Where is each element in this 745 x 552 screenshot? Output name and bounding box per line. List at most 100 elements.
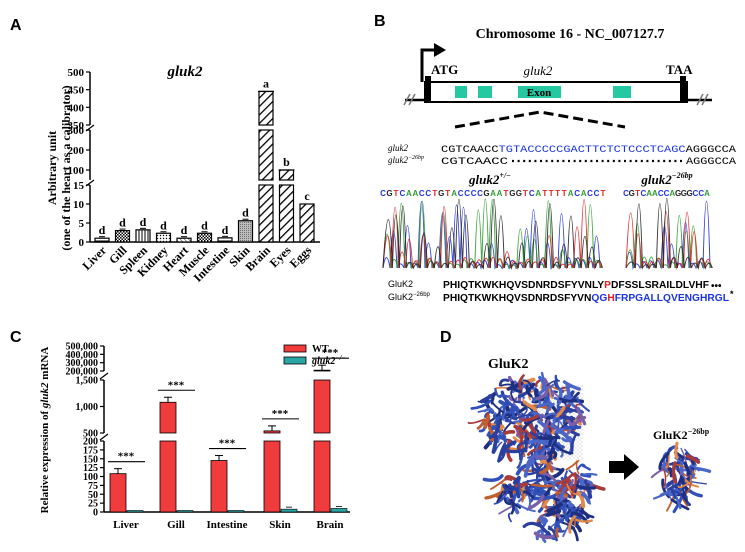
base-call: A	[652, 189, 658, 198]
base-call: C	[529, 189, 535, 198]
ribbon-segment	[494, 387, 501, 398]
ribbon-segment	[483, 414, 491, 429]
ribbon-segment	[670, 498, 690, 511]
ribbon-segment	[671, 461, 677, 484]
ribbon-segment	[665, 482, 672, 499]
ribbon-segment	[499, 440, 517, 456]
seq-mut-prefix: CGTCAACC	[441, 156, 508, 168]
ribbon-segment	[521, 405, 528, 416]
base-call: T	[445, 189, 450, 198]
legend-label-wt: WT	[312, 344, 329, 355]
ribbon-segment	[681, 482, 687, 497]
prot-mut-label: GluK2−26bp	[388, 292, 431, 302]
y-tick-label: 100	[83, 472, 98, 483]
base-call: T	[542, 189, 547, 198]
ribbon-segment	[650, 469, 664, 479]
ribbon-segment	[532, 459, 546, 481]
ribbon-segment	[573, 479, 580, 499]
ribbon-segment	[691, 481, 708, 485]
panel-a: A gluk2 Arbitrary unit (one of the heart…	[10, 17, 320, 285]
ribbon-segment	[508, 485, 521, 499]
ribbon-segment	[575, 508, 590, 519]
panel-c-letter: C	[10, 329, 22, 346]
ribbon-segment	[676, 456, 681, 472]
ribbon-segment	[547, 527, 565, 533]
panel-a-ylabel-1: Arbitrary unit	[45, 131, 59, 205]
ribbon-segment	[476, 418, 486, 430]
ribbon-segment	[507, 512, 512, 523]
exon-1	[455, 86, 467, 98]
bar-gill	[114, 230, 131, 243]
ribbon-segment	[577, 463, 586, 470]
atg-label: ATG	[431, 62, 458, 77]
ribbon-segment	[674, 441, 679, 460]
ribbon-segment	[506, 381, 524, 391]
ribbon-segment	[555, 497, 561, 514]
bar-brain-part-1	[258, 129, 274, 181]
ribbon-segment	[554, 429, 571, 441]
bar-ko-brain	[330, 508, 348, 513]
ribbon-segment	[504, 475, 517, 482]
ribbon-segment	[667, 467, 674, 478]
significance-letter: d	[119, 216, 126, 230]
structure-wt-label: GluK2	[488, 357, 528, 372]
base-call: C	[594, 189, 600, 198]
bar-muscle	[196, 232, 213, 243]
ribbon-segment	[532, 411, 543, 420]
panel-b-letter: B	[374, 13, 386, 30]
exon-2	[478, 86, 492, 98]
y-tick-label: 400,000	[66, 350, 99, 361]
gene-label: gluk2	[524, 63, 553, 78]
bar-wt-brain-upper	[313, 369, 331, 372]
stop-block	[680, 76, 686, 102]
ribbon-segment	[529, 484, 538, 503]
trace-g	[625, 197, 713, 270]
exon-3	[518, 86, 561, 98]
ribbon-segment	[493, 491, 509, 505]
ribbon-segment	[576, 490, 586, 509]
panel-a-ylabel-2: (one of the heart as a calibrator)	[59, 85, 73, 250]
ribbon-segment	[523, 459, 536, 478]
y-tick-label: 15	[73, 180, 85, 192]
panel-a-chart: 051015100200300350400450500dLiverdGilldS…	[68, 67, 320, 285]
ribbon-segment	[524, 467, 545, 476]
bar-skin	[237, 220, 254, 243]
base-call: C	[458, 189, 464, 198]
base-call: C	[693, 189, 699, 198]
ribbon-segment	[681, 493, 688, 502]
base-call: C	[425, 189, 431, 198]
ribbon-segment	[652, 492, 669, 500]
base-call: C	[574, 189, 580, 198]
ribbon-segment	[553, 443, 574, 455]
ribbon-segment	[508, 499, 522, 509]
base-call: A	[581, 189, 587, 198]
bar-ko-skin	[280, 508, 298, 513]
y-tick-label: 200,000	[66, 367, 99, 378]
y-tick-label: 1,500	[76, 376, 99, 387]
seq-mut-suffix: AGGGCCA	[686, 156, 737, 168]
ribbon-segment	[519, 414, 540, 422]
base-call: C	[477, 189, 483, 198]
protein-structure-mutant	[650, 441, 712, 514]
significance-label: ***	[168, 379, 185, 391]
ribbon-segment	[571, 472, 578, 493]
base-call: A	[451, 189, 457, 198]
ribbon-segment	[498, 394, 509, 399]
ribbon-segment	[665, 453, 670, 469]
sequence-alignment: gluk2 gluk2−26bp CGTCAACC TGTACCCCCGACTTC…	[388, 143, 737, 168]
y-tick-label: 75	[88, 481, 98, 492]
prot-mut-seq: PHIQTKWKHQVSDNRDSFYVNQGHFRPGALLQVENGHRGL	[443, 292, 730, 304]
base-call: T	[549, 189, 554, 198]
base-call: A	[406, 189, 412, 198]
ribbon-segment	[527, 439, 549, 446]
ribbon-segment	[516, 442, 525, 449]
significance-letter: c	[304, 189, 310, 203]
y-tick-label: 50	[88, 490, 98, 501]
base-call: T	[503, 189, 508, 198]
ribbon-segment	[492, 413, 503, 420]
ribbon-segment	[533, 531, 555, 540]
ribbon-segment	[685, 454, 701, 464]
